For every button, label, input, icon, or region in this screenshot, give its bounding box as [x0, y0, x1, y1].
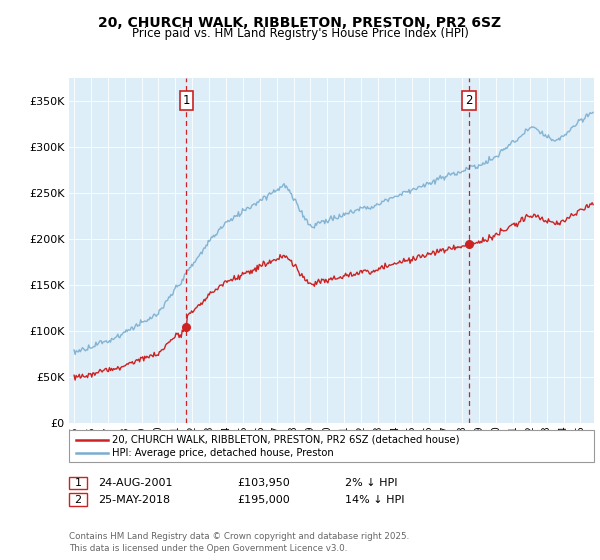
Text: 14% ↓ HPI: 14% ↓ HPI: [345, 494, 404, 505]
Text: HPI: Average price, detached house, Preston: HPI: Average price, detached house, Pres…: [112, 448, 334, 458]
Text: 24-AUG-2001: 24-AUG-2001: [98, 478, 172, 488]
Text: 25-MAY-2018: 25-MAY-2018: [98, 494, 170, 505]
Text: 2: 2: [74, 494, 82, 505]
Text: 20, CHURCH WALK, RIBBLETON, PRESTON, PR2 6SZ (detached house): 20, CHURCH WALK, RIBBLETON, PRESTON, PR2…: [112, 435, 460, 445]
Text: Price paid vs. HM Land Registry's House Price Index (HPI): Price paid vs. HM Land Registry's House …: [131, 27, 469, 40]
Text: 1: 1: [182, 94, 190, 108]
Text: £195,000: £195,000: [237, 494, 290, 505]
Text: £103,950: £103,950: [237, 478, 290, 488]
Text: Contains HM Land Registry data © Crown copyright and database right 2025.
This d: Contains HM Land Registry data © Crown c…: [69, 532, 409, 553]
Text: 1: 1: [74, 478, 82, 488]
Text: 20, CHURCH WALK, RIBBLETON, PRESTON, PR2 6SZ: 20, CHURCH WALK, RIBBLETON, PRESTON, PR2…: [98, 16, 502, 30]
Text: 2: 2: [465, 94, 473, 108]
Text: 2% ↓ HPI: 2% ↓ HPI: [345, 478, 398, 488]
